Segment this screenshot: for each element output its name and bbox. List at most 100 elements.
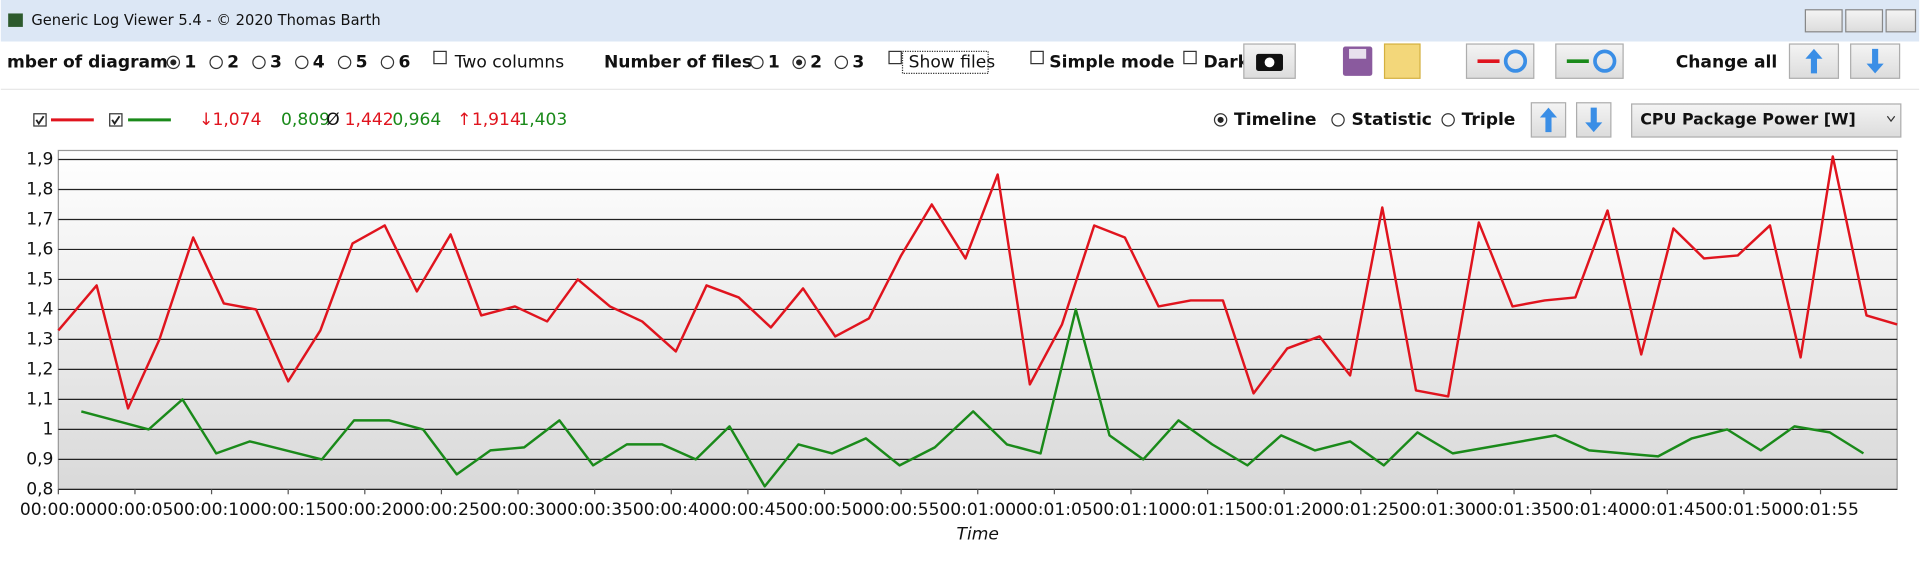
channel-name: CPU Package Power [W] <box>1640 109 1856 128</box>
y-tick-label: 0,9 <box>26 449 53 469</box>
app-icon <box>8 13 23 27</box>
x-tick-label: 00:01:35 <box>1476 500 1553 520</box>
y-tick-label: 1,8 <box>26 179 53 199</box>
stat-value: 0,964 <box>392 110 441 130</box>
arrow-up-icon <box>1539 107 1558 133</box>
x-tick-label: 00:00:40 <box>633 500 710 520</box>
simple-mode-label: Simple mode <box>1049 52 1174 72</box>
radio-button[interactable] <box>337 55 352 70</box>
window-controls[interactable] <box>1804 9 1917 33</box>
title-bar <box>0 0 1920 42</box>
y-tick-label: 1,4 <box>26 299 53 319</box>
dropdown-arrow <box>1886 115 1896 123</box>
diagram-option: 1 <box>184 52 196 72</box>
stat-value: 1,074 <box>212 110 261 130</box>
x-tick-label: 00:01:05 <box>1016 500 1093 520</box>
x-tick-label: 00:01:30 <box>1399 500 1476 520</box>
y-tick-label: 1,3 <box>26 329 53 349</box>
stat-value: 0,809 <box>281 110 330 130</box>
x-tick-label: 00:00:05 <box>97 500 174 520</box>
stat-value: 1,403 <box>518 110 567 130</box>
x-tick-label: 00:00:55 <box>863 500 940 520</box>
checkbox[interactable] <box>33 113 47 127</box>
diagram-option: 5 <box>356 52 368 72</box>
radio-button[interactable] <box>252 55 266 70</box>
x-tick-label: 00:00:45 <box>709 500 786 520</box>
camera-lens <box>1264 57 1275 68</box>
channel-dropdown[interactable] <box>1631 103 1902 138</box>
file-option: 1 <box>768 52 780 72</box>
two-columns-label: Two columns <box>454 52 564 72</box>
stat-symbol: Ø <box>326 110 339 130</box>
x-tick-label: 00:01:55 <box>1782 500 1859 520</box>
check-mark <box>111 115 121 126</box>
data-line <box>57 155 1898 410</box>
change-all-label: Change all <box>1676 52 1778 72</box>
stat-value: 1,442 <box>345 110 394 130</box>
x-tick-label: 00:01:40 <box>1552 500 1629 520</box>
radio-dot <box>170 59 177 66</box>
stat-symbol: ↓ <box>199 110 213 130</box>
y-tick-label: 1,6 <box>26 239 53 259</box>
refresh-icon <box>1503 49 1528 73</box>
x-tick-label: 00:00:00 <box>20 500 97 520</box>
focus-rect <box>901 50 989 75</box>
diagram-option: 4 <box>313 52 325 72</box>
x-tick-label: 00:00:10 <box>173 500 250 520</box>
y-tick-label: 0,8 <box>26 479 53 499</box>
arrow-up-icon <box>1805 48 1823 74</box>
checkbox[interactable] <box>1183 50 1197 65</box>
files-label: Number of files <box>604 52 752 72</box>
diagram-option: 6 <box>398 52 410 72</box>
x-tick-label: 00:01:00 <box>939 500 1016 520</box>
diagram-option: 2 <box>227 52 239 72</box>
show-files-label: Show files <box>909 52 996 72</box>
y-tick-label: 1 <box>43 419 54 439</box>
x-tick-label: 00:01:50 <box>1705 500 1782 520</box>
view-mode: Timeline <box>1234 110 1316 130</box>
radio-button[interactable] <box>380 55 395 70</box>
folder-icon[interactable] <box>1383 43 1421 79</box>
checkbox[interactable] <box>109 113 123 127</box>
y-tick-label: 1,9 <box>26 149 53 169</box>
x-tick-label: 00:01:15 <box>1169 500 1246 520</box>
view-mode: Statistic <box>1351 110 1431 130</box>
plot-area <box>57 149 1898 490</box>
checkbox[interactable] <box>433 50 447 65</box>
checkbox[interactable] <box>1030 50 1044 65</box>
radio-button[interactable] <box>1331 113 1345 127</box>
y-tick-label: 1,5 <box>26 269 53 289</box>
diagrams-label: mber of diagrams <box>7 52 178 72</box>
data-line <box>81 308 1865 488</box>
x-tick-label: 00:00:20 <box>326 500 403 520</box>
y-tick-label: 1,1 <box>26 389 53 409</box>
arrow-down-icon <box>1585 107 1603 133</box>
radio-dot <box>796 59 803 66</box>
check-mark <box>35 115 45 126</box>
x-tick-label: 00:01:45 <box>1629 500 1706 520</box>
radio-button[interactable] <box>750 55 764 70</box>
save-label <box>1349 48 1367 59</box>
view-mode: Triple <box>1462 110 1516 130</box>
radio-button[interactable] <box>295 55 309 70</box>
arrow-down-icon <box>1866 48 1884 74</box>
radio-button[interactable] <box>1441 113 1455 127</box>
y-tick-label: 1,2 <box>26 359 53 379</box>
y-tick-label: 1,7 <box>26 209 53 229</box>
file-option: 2 <box>810 52 822 72</box>
x-tick-label: 00:00:25 <box>403 500 480 520</box>
x-tick-label: 00:00:30 <box>480 500 557 520</box>
stat-value: 1,914 <box>472 110 521 130</box>
radio-button[interactable] <box>209 55 223 70</box>
diagram-option: 3 <box>270 52 282 72</box>
stat-symbol: ↑ <box>457 110 471 130</box>
x-tick-label: 00:01:10 <box>1093 500 1170 520</box>
x-tick-label: 00:01:20 <box>1246 500 1323 520</box>
dark-label: Dark <box>1203 52 1249 72</box>
radio-button[interactable] <box>834 55 849 70</box>
x-tick-label: 00:00:35 <box>556 500 633 520</box>
x-tick-label: 00:01:25 <box>1322 500 1399 520</box>
x-tick-label: 00:00:15 <box>250 500 327 520</box>
refresh-icon <box>1593 49 1617 73</box>
checkbox[interactable] <box>888 50 902 65</box>
